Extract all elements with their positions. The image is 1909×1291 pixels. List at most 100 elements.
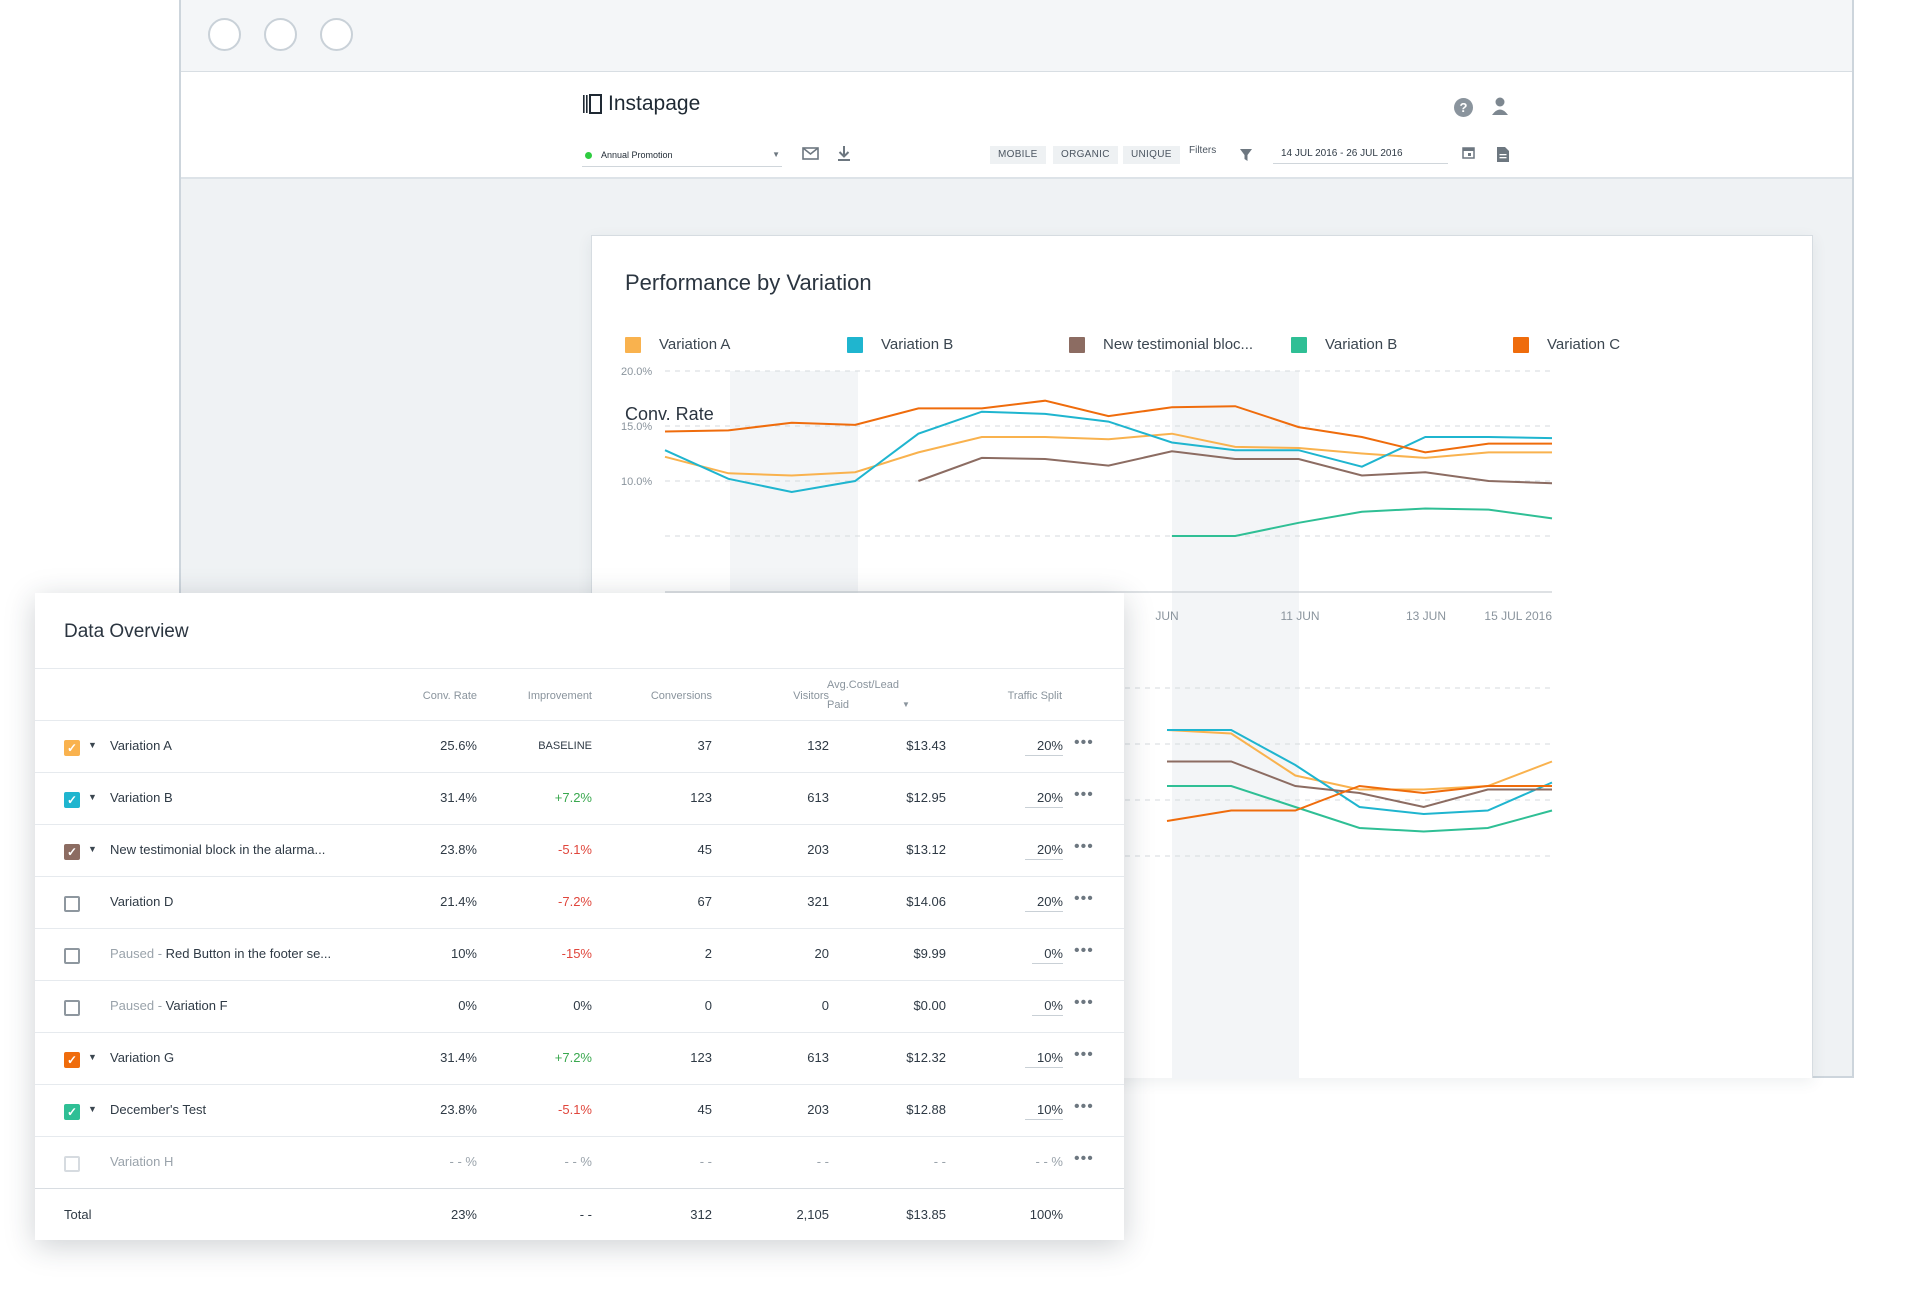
- chip-mobile[interactable]: MOBILE: [990, 146, 1046, 164]
- legend-swatch: [1069, 336, 1085, 353]
- page-select-dropdown[interactable]: Annual Promotion ▼: [582, 144, 782, 167]
- cell-rate: 25.6%: [440, 738, 477, 753]
- row-more-icon[interactable]: •••: [1074, 734, 1094, 751]
- download-icon[interactable]: [837, 145, 851, 162]
- cell-improvement: BASELINE: [538, 740, 592, 752]
- chevron-down-icon: ▼: [772, 150, 780, 159]
- calendar-icon[interactable]: [1462, 146, 1475, 159]
- window-maximize-button[interactable]: [320, 18, 353, 51]
- cell-split[interactable]: 20%: [1024, 738, 1063, 756]
- row-checkbox[interactable]: [64, 948, 80, 964]
- row-more-icon[interactable]: •••: [1074, 1150, 1094, 1167]
- series-line: [1171, 507, 1553, 537]
- table-row[interactable]: ✓ ▼ December's Test 23.8% -5.1% 45 203 $12.88 10…: [35, 1085, 1124, 1137]
- cell-rate: 31.4%: [440, 790, 477, 805]
- row-checkbox[interactable]: ✓: [64, 1052, 80, 1068]
- col-header-conversions[interactable]: Conversions: [650, 690, 712, 702]
- col-header-traffic-split[interactable]: Traffic Split: [1007, 690, 1062, 702]
- col-header-improvement[interactable]: Improvement: [527, 690, 592, 702]
- filter-icon[interactable]: [1240, 148, 1252, 161]
- total-improvement: - -: [579, 1207, 592, 1222]
- cell-split[interactable]: 20%: [1024, 842, 1063, 860]
- cell-split[interactable]: - - %: [1035, 1154, 1063, 1169]
- table-row[interactable]: ✓ ▼ Variation B 31.4% +7.2% 123 613 $12.95 20% ••…: [35, 773, 1124, 825]
- document-icon[interactable]: [1496, 146, 1510, 163]
- variation-name[interactable]: Variation A: [110, 738, 172, 753]
- cell-split[interactable]: 0%: [1032, 998, 1063, 1016]
- variation-label: Variation B: [110, 790, 173, 805]
- row-more-icon[interactable]: •••: [1074, 994, 1094, 1011]
- divider: [35, 668, 1124, 669]
- legend-item-new-testimonial[interactable]: New testimonial bloc...: [1069, 336, 1253, 353]
- row-expand-caret-icon[interactable]: ▼: [88, 792, 97, 802]
- cell-split[interactable]: 20%: [1024, 894, 1063, 912]
- instapage-logo-icon: [582, 93, 604, 115]
- cell-rate: 21.4%: [440, 894, 477, 909]
- row-checkbox[interactable]: ✓: [64, 844, 80, 860]
- row-more-icon[interactable]: •••: [1074, 1098, 1094, 1115]
- row-more-icon[interactable]: •••: [1074, 942, 1094, 959]
- status-dot-icon: [585, 151, 592, 159]
- help-icon[interactable]: ?: [1454, 98, 1473, 117]
- variation-name[interactable]: Paused - Red Button in the footer se...: [110, 946, 331, 961]
- variation-name[interactable]: Variation H: [110, 1154, 173, 1169]
- table-row[interactable]: ✓ ▼ New testimonial block in the alarma...…: [35, 825, 1124, 877]
- variation-name[interactable]: Variation B: [110, 790, 173, 805]
- row-checkbox[interactable]: ✓: [64, 1104, 80, 1120]
- cell-split[interactable]: 10%: [1024, 1102, 1063, 1120]
- row-checkbox[interactable]: [64, 1156, 80, 1172]
- chip-organic[interactable]: ORGANIC: [1053, 146, 1118, 164]
- cell-split[interactable]: 10%: [1024, 1050, 1063, 1068]
- row-more-icon[interactable]: •••: [1074, 838, 1094, 855]
- row-checkbox[interactable]: [64, 1000, 80, 1016]
- row-more-icon[interactable]: •••: [1074, 890, 1094, 907]
- col-header-paid[interactable]: Paid: [827, 699, 850, 711]
- row-expand-caret-icon[interactable]: ▼: [88, 1104, 97, 1114]
- sort-caret-icon[interactable]: ▼: [902, 700, 910, 709]
- row-checkbox[interactable]: ✓: [64, 740, 80, 756]
- mail-icon[interactable]: [802, 147, 819, 160]
- y-tick-label: 15.0%: [621, 421, 652, 433]
- row-checkbox[interactable]: [64, 896, 80, 912]
- filters-label[interactable]: Filters: [1189, 145, 1217, 156]
- table-row[interactable]: ✓ ▼ Variation G 31.4% +7.2% 123 613 $12.32 10% ••…: [35, 1033, 1124, 1085]
- legend-label: Variation B: [881, 336, 954, 353]
- series-line: [664, 432, 1552, 477]
- row-expand-caret-icon[interactable]: ▼: [88, 844, 97, 854]
- table-row[interactable]: Paused - Variation F 0% 0% 0 0 $0.00 0% •••: [35, 981, 1124, 1033]
- variation-name[interactable]: December's Test: [110, 1102, 206, 1117]
- cell-cost: $14.06: [906, 894, 946, 909]
- col-header-conv-rate[interactable]: Conv. Rate: [422, 690, 477, 702]
- row-more-icon[interactable]: •••: [1074, 786, 1094, 803]
- cell-improvement: +7.2%: [554, 790, 592, 805]
- row-expand-caret-icon[interactable]: ▼: [88, 740, 97, 750]
- col-header-avg-cost[interactable]: Avg.Cost/Lead: [827, 679, 899, 691]
- table-row[interactable]: Variation D 21.4% -7.2% 67 321 $14.06 20% •••: [35, 877, 1124, 929]
- col-header-visitors[interactable]: Visitors: [793, 690, 829, 702]
- table-row[interactable]: Variation H - - % - - % - - - - - - - - % •••: [35, 1137, 1124, 1189]
- chip-unique[interactable]: UNIQUE: [1123, 146, 1180, 164]
- cell-split[interactable]: 20%: [1024, 790, 1063, 808]
- user-icon[interactable]: [1490, 96, 1510, 118]
- variation-name[interactable]: Variation D: [110, 894, 173, 909]
- legend-item-variation-b[interactable]: Variation B: [847, 336, 953, 353]
- date-range-field[interactable]: 14 JUL 2016 - 26 JUL 2016: [1273, 144, 1448, 164]
- divider: [35, 1032, 1124, 1033]
- row-expand-caret-icon[interactable]: ▼: [88, 1052, 97, 1062]
- legend-item-variation-c[interactable]: Variation C: [1513, 336, 1620, 353]
- row-more-icon[interactable]: •••: [1074, 1046, 1094, 1063]
- legend-item-variation-b-2[interactable]: Variation B: [1291, 336, 1397, 353]
- cell-split[interactable]: 0%: [1032, 946, 1063, 964]
- variation-name[interactable]: Paused - Variation F: [110, 998, 228, 1013]
- row-checkbox[interactable]: ✓: [64, 792, 80, 808]
- instapage-logo[interactable]: Instapage: [582, 92, 700, 116]
- legend-item-variation-a[interactable]: Variation A: [625, 336, 730, 353]
- cell-conversions: 45: [697, 1102, 712, 1117]
- table-row[interactable]: Paused - Red Button in the footer se... 1…: [35, 929, 1124, 981]
- variation-name[interactable]: New testimonial block in the alarma...: [110, 842, 325, 857]
- window-minimize-button[interactable]: [264, 18, 297, 51]
- window-close-button[interactable]: [208, 18, 241, 51]
- paused-prefix: Paused -: [110, 946, 166, 961]
- variation-name[interactable]: Variation G: [110, 1050, 174, 1065]
- table-row[interactable]: ✓ ▼ Variation A 25.6% BASELINE 37 132 $13.43 20%…: [35, 721, 1124, 773]
